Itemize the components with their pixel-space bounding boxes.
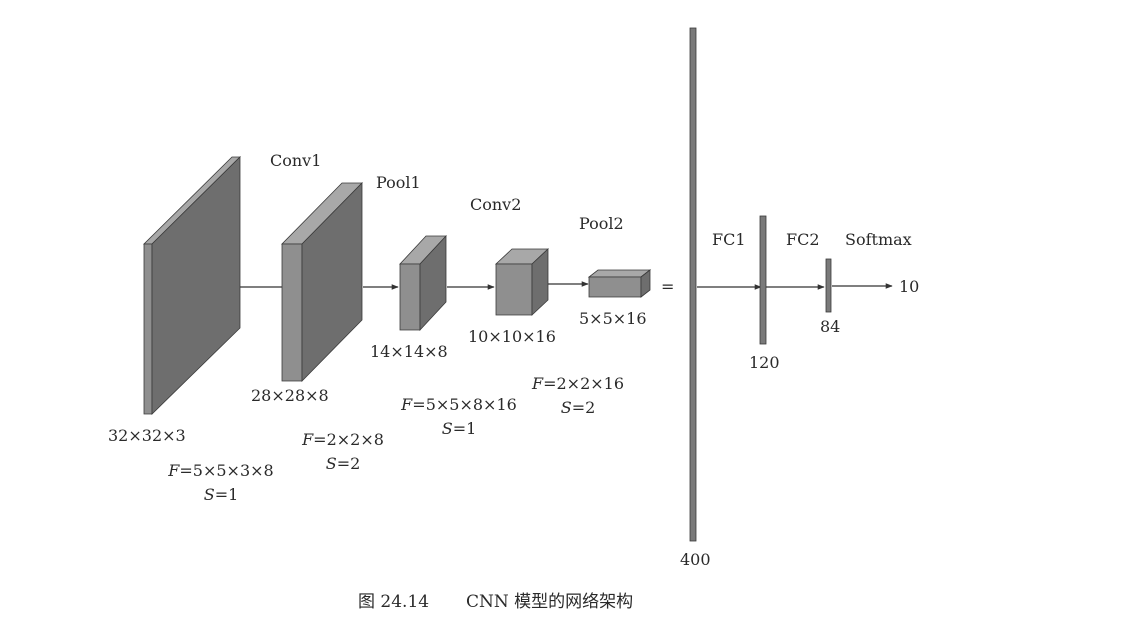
softmax-size-label: 10 bbox=[899, 277, 919, 296]
filter-value: =2×2×16 bbox=[543, 374, 624, 393]
conv1-volume bbox=[281, 182, 363, 382]
conv1-volume-side bbox=[281, 243, 303, 382]
stride-symbol: S bbox=[204, 485, 215, 504]
filter-value: =5×5×8×16 bbox=[412, 395, 517, 414]
conv1-filter-annotation: F=5×5×3×8 bbox=[167, 461, 273, 480]
filter-value: =2×2×8 bbox=[313, 430, 384, 449]
conv1-label: Conv1 bbox=[270, 151, 321, 170]
figure-caption-text: CNN 模型的网络架构 bbox=[466, 592, 633, 612]
pool1-volume-side bbox=[399, 263, 421, 331]
pool1-label: Pool1 bbox=[376, 173, 421, 192]
filter-value: =5×5×3×8 bbox=[179, 461, 273, 480]
pool2-dims-label: 5×5×16 bbox=[579, 309, 647, 328]
pool2-volume-side bbox=[640, 269, 651, 298]
pool1-dims-label: 14×14×8 bbox=[370, 342, 448, 361]
conv2-label: Conv2 bbox=[470, 195, 521, 214]
filter-symbol: F bbox=[301, 430, 314, 449]
stride-value: =2 bbox=[337, 454, 361, 473]
conv1-stride-annotation: S=1 bbox=[204, 485, 239, 504]
softmax-label: Softmax bbox=[845, 230, 912, 249]
pool2-volume-front bbox=[588, 276, 642, 298]
pool1-filter-annotation: F=2×2×8 bbox=[301, 430, 384, 449]
input-volume-front bbox=[151, 156, 241, 415]
pool1-volume bbox=[399, 234, 447, 332]
fc2-label: FC2 bbox=[786, 230, 820, 249]
pool2-filter-annotation: F=2×2×16 bbox=[531, 374, 624, 393]
filter-symbol: F bbox=[400, 395, 413, 414]
filter-symbol: F bbox=[167, 461, 180, 480]
conv2-dims-label: 10×10×16 bbox=[468, 327, 556, 346]
figure-caption-label: 图 24.14 bbox=[358, 592, 429, 612]
pool2-stride-annotation: S=2 bbox=[561, 398, 596, 417]
input-dims-label: 32×32×3 bbox=[108, 426, 186, 445]
conv2-volume-side bbox=[531, 248, 549, 316]
pool1-volume-front bbox=[419, 234, 447, 332]
conv2-filter-annotation: F=5×5×8×16 bbox=[400, 395, 517, 414]
flatten-equals-sign: = bbox=[661, 277, 674, 296]
conv2-stride-annotation: S=1 bbox=[442, 419, 477, 438]
input-volume bbox=[143, 156, 241, 415]
stride-symbol: S bbox=[561, 398, 572, 417]
conv2-volume-front bbox=[495, 263, 533, 316]
pool2-volume bbox=[587, 269, 652, 298]
stride-symbol: S bbox=[326, 454, 337, 473]
fc1-label: FC1 bbox=[712, 230, 746, 249]
pool1-stride-annotation: S=2 bbox=[326, 454, 361, 473]
stride-value: =2 bbox=[572, 398, 596, 417]
flatten-vector-bar bbox=[689, 27, 697, 542]
stride-value: =1 bbox=[453, 419, 477, 438]
fc1-vector-bar bbox=[759, 215, 767, 345]
fc2-vector-bar bbox=[825, 258, 832, 313]
fc2-size-label: 84 bbox=[820, 317, 840, 336]
stride-symbol: S bbox=[442, 419, 453, 438]
pool2-label: Pool2 bbox=[579, 214, 624, 233]
input-volume-side bbox=[143, 243, 153, 415]
stride-value: =1 bbox=[215, 485, 239, 504]
pool2-volume-top bbox=[587, 269, 652, 278]
flatten-size-label: 400 bbox=[680, 550, 711, 569]
filter-symbol: F bbox=[531, 374, 544, 393]
conv1-volume-front bbox=[301, 182, 363, 382]
fc1-size-label: 120 bbox=[749, 353, 780, 372]
conv1-dims-label: 28×28×8 bbox=[251, 386, 329, 405]
conv2-volume bbox=[494, 248, 550, 316]
